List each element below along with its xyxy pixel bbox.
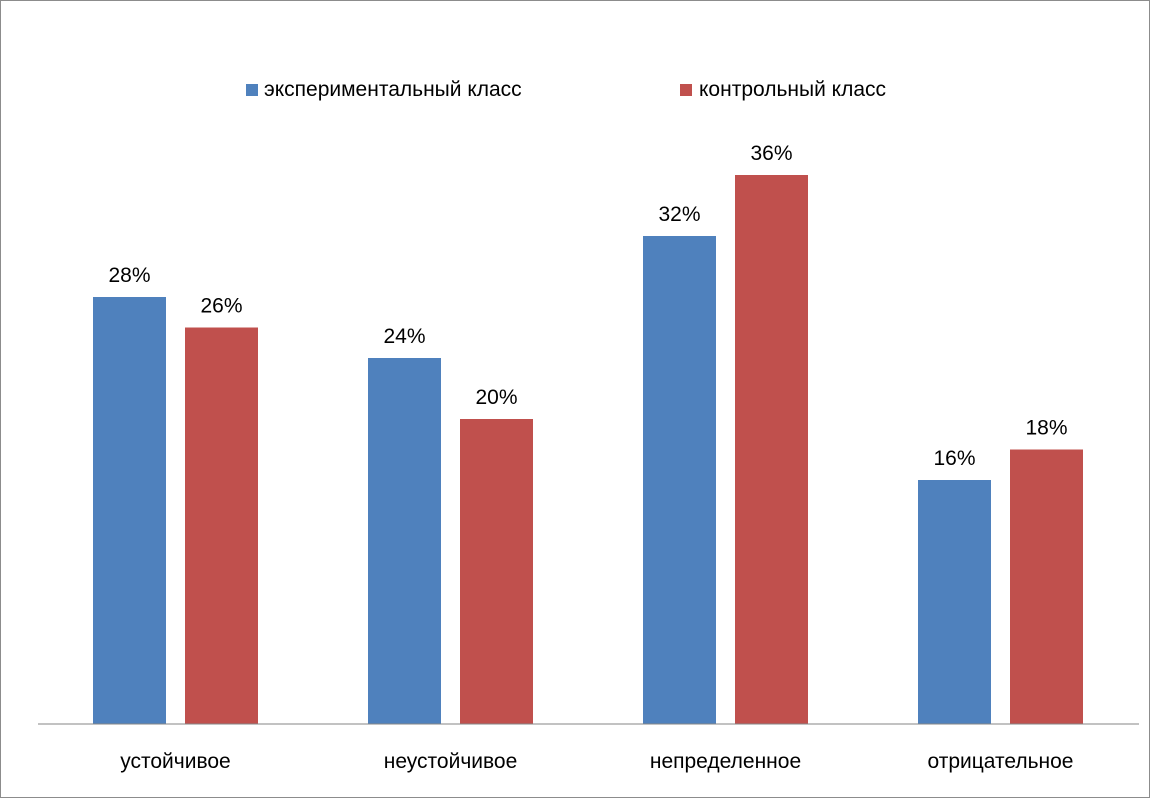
category-label-2: непределенное: [650, 750, 801, 773]
category-label-1: неустойчивое: [384, 750, 518, 773]
data-label-control-3: 18%: [1025, 417, 1067, 440]
bar-experimental-2: [643, 236, 716, 724]
bar-experimental-3: [918, 480, 991, 724]
bar-experimental-0: [93, 297, 166, 724]
data-label-experimental-0: 28%: [108, 264, 150, 287]
data-label-experimental-2: 32%: [658, 203, 700, 226]
category-label-3: отрицательное: [927, 750, 1073, 773]
data-label-control-0: 26%: [200, 295, 242, 318]
legend-swatch-control: [680, 84, 692, 96]
value-labels-group: 28% 26% 24% 20% 32% 36% 16% 18%: [108, 142, 1067, 470]
bar-control-2: [735, 175, 808, 724]
bar-control-0: [185, 327, 258, 724]
data-label-control-1: 20%: [475, 386, 517, 409]
bar-control-1: [460, 419, 533, 724]
category-label-0: устойчивое: [120, 750, 231, 773]
bar-experimental-1: [368, 358, 441, 724]
category-labels-group: устойчивое неустойчивое непределенное отриц…: [120, 750, 1073, 773]
legend-label-control: контрольный класс: [699, 78, 886, 101]
legend-label-experimental: экспериментальный класс: [264, 78, 522, 101]
data-label-control-2: 36%: [750, 142, 792, 165]
data-label-experimental-3: 16%: [933, 447, 975, 470]
legend: экспериментальный класс контрольный клас…: [246, 78, 886, 101]
bars-group: [93, 175, 1083, 724]
data-label-experimental-1: 24%: [383, 325, 425, 348]
legend-swatch-experimental: [246, 84, 258, 96]
bar-control-3: [1010, 449, 1083, 724]
